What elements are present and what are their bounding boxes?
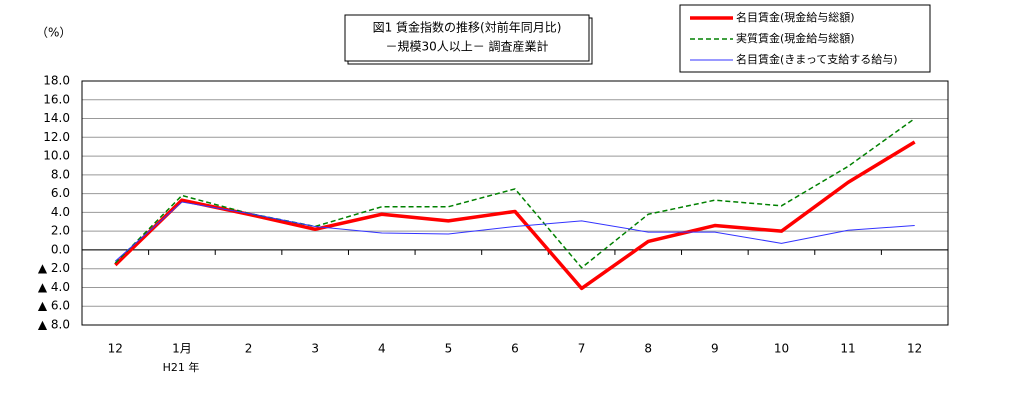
chart-subtitle: －規模30人以上－ 調査産業計: [385, 39, 548, 54]
y-tick-label: ▲ 2.0: [38, 261, 70, 275]
y-tick-label: 6.0: [51, 186, 70, 200]
legend-label: 名目賃金(現金給与総額): [736, 10, 855, 24]
y-tick-label: 18.0: [43, 74, 70, 88]
series-line: [114, 201, 915, 262]
x-tick-label: 6: [511, 342, 519, 356]
title-box: [344, 14, 590, 62]
x-tick-label: 9: [711, 342, 719, 356]
y-tick-label: 0.0: [51, 242, 70, 256]
x-tick-label: 11: [840, 342, 855, 356]
legend-label: 名目賃金(きまって支給する給与): [736, 52, 898, 66]
x-tick-label: 2: [245, 342, 253, 356]
chart-title: 図1 賃金指数の推移(対前年同月比): [373, 20, 562, 35]
x-tick-label: 12: [108, 342, 123, 356]
legend-label: 実質賃金(現金給与総額): [736, 31, 855, 45]
legend-box: [679, 4, 931, 73]
x-tick-label: 8: [644, 342, 652, 356]
x-tick-label: 5: [445, 342, 453, 356]
y-tick-label: 12.0: [43, 130, 70, 144]
x-tick-label: 3: [311, 342, 319, 356]
y-tick-label: ▲ 4.0: [38, 280, 70, 294]
x-tick-label: 1月: [172, 342, 192, 356]
plot-frame: [81, 80, 949, 326]
y-tick-label: 2.0: [51, 224, 70, 238]
x-tick-label: 7: [578, 342, 586, 356]
y-tick-label: 4.0: [51, 205, 70, 219]
series-line: [114, 140, 916, 291]
x-tick-label: 4: [378, 342, 386, 356]
y-tick-label: ▲ 8.0: [38, 318, 70, 332]
y-tick-label: 10.0: [43, 149, 70, 163]
annotation: H21 年: [163, 360, 200, 374]
y-tick-label: 14.0: [43, 111, 70, 125]
x-tick-label: 10: [774, 342, 789, 356]
y-axis-label: （%）: [36, 26, 71, 40]
x-tick-label: 12: [907, 342, 922, 356]
y-tick-label: 8.0: [51, 167, 70, 181]
y-tick-label: ▲ 6.0: [38, 299, 70, 313]
y-tick-label: 16.0: [43, 92, 70, 106]
